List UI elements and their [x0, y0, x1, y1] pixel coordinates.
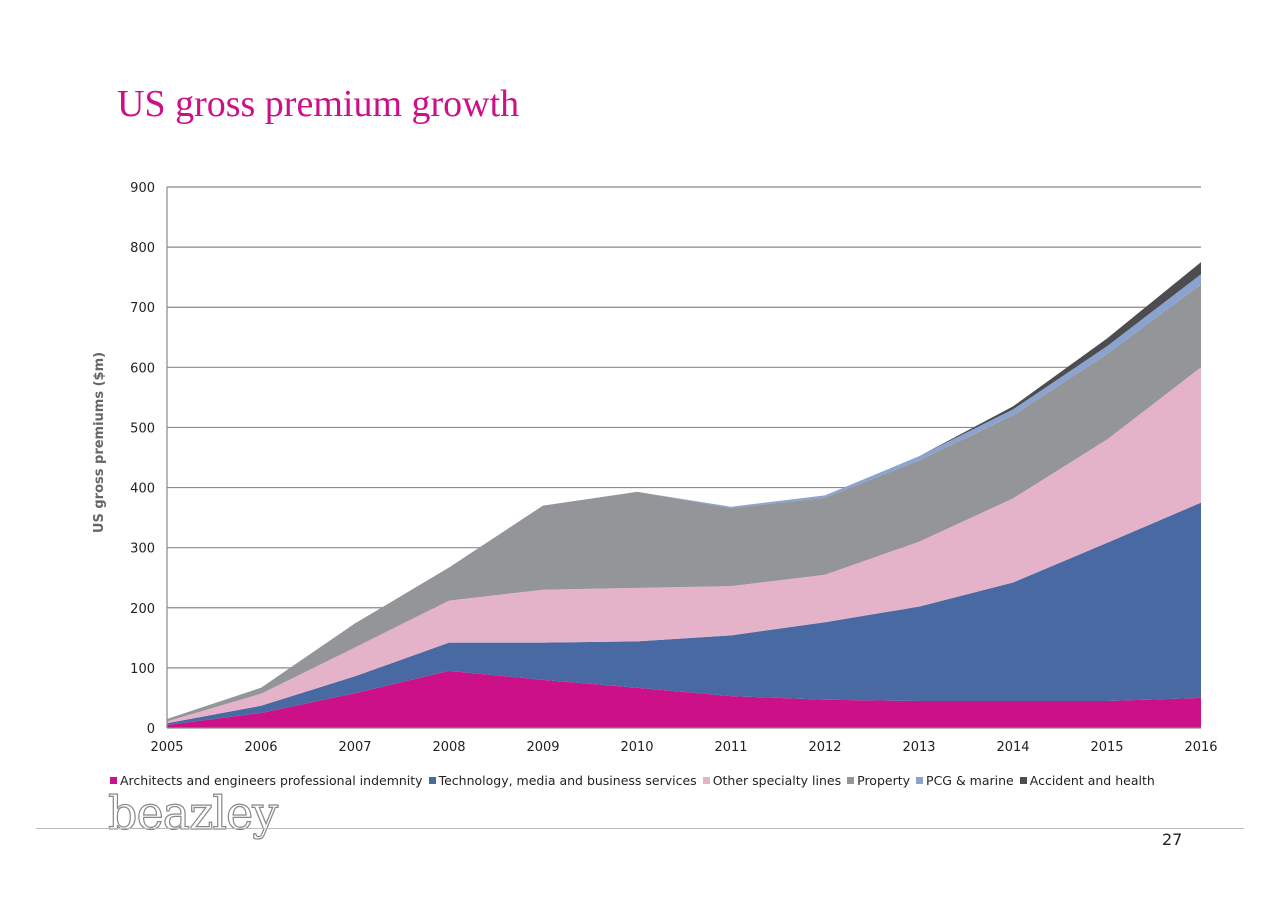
chart-legend: Architects and engineers professional in…: [110, 773, 1161, 788]
x-tick-label: 2005: [150, 740, 183, 755]
legend-swatch: [110, 777, 117, 784]
x-tick-label: 2008: [432, 740, 465, 755]
y-tick-label: 400: [130, 482, 155, 497]
legend-label: Accident and health: [1029, 773, 1155, 788]
x-tick-label: 2016: [1184, 740, 1217, 755]
legend-swatch: [428, 777, 436, 784]
y-tick-label: 0: [147, 722, 155, 737]
x-tick-label: 2007: [338, 740, 371, 755]
x-tick-label: 2009: [526, 740, 559, 755]
y-tick-label: 900: [130, 181, 155, 196]
page-number: 27: [1162, 830, 1183, 849]
legend-swatch: [1019, 777, 1027, 784]
legend-label: PCG & marine: [926, 773, 1014, 788]
legend-item: Other specialty lines: [702, 773, 842, 788]
y-tick-label: 700: [130, 301, 155, 316]
legend-label: Architects and engineers professional in…: [120, 773, 423, 788]
legend-swatch: [847, 777, 855, 784]
legend-item: PCG & marine: [916, 773, 1014, 788]
y-axis-title: US gross premiums ($m): [92, 352, 107, 533]
beazley-logo: beazley: [107, 785, 278, 840]
legend-label: Other specialty lines: [712, 773, 842, 788]
y-tick-label: 500: [130, 421, 155, 436]
y-tick-label: 100: [130, 662, 155, 677]
x-tick-label: 2013: [902, 740, 935, 755]
area-technology-media-and-business-services: [167, 502, 1201, 725]
legend-label: Technology, media and business services: [438, 773, 697, 788]
x-tick-label: 2015: [1090, 740, 1123, 755]
footer-divider: [36, 828, 1244, 829]
x-tick-label: 2006: [244, 740, 277, 755]
legend-item: Accident and health: [1019, 773, 1155, 788]
y-tick-label: 300: [130, 542, 155, 557]
legend-label: Property: [857, 773, 911, 788]
legend-item: Property: [847, 773, 910, 788]
y-tick-label: 600: [130, 361, 155, 376]
page-title: US gross premium growth: [117, 83, 520, 125]
area-other-specialty-lines: [167, 367, 1201, 724]
legend-swatch: [702, 777, 710, 784]
x-tick-label: 2010: [620, 740, 653, 755]
area-property: [167, 284, 1201, 722]
legend-item: Architects and engineers professional in…: [110, 773, 423, 788]
y-tick-label: 800: [130, 241, 155, 256]
x-tick-label: 2014: [996, 740, 1029, 755]
legend-item: Technology, media and business services: [428, 773, 697, 788]
area-architects-and-engineers-professional-indemnity: [167, 670, 1201, 728]
x-tick-label: 2011: [714, 740, 747, 755]
legend-swatch: [916, 777, 924, 784]
y-tick-label: 200: [130, 602, 155, 617]
x-tick-label: 2012: [808, 740, 841, 755]
